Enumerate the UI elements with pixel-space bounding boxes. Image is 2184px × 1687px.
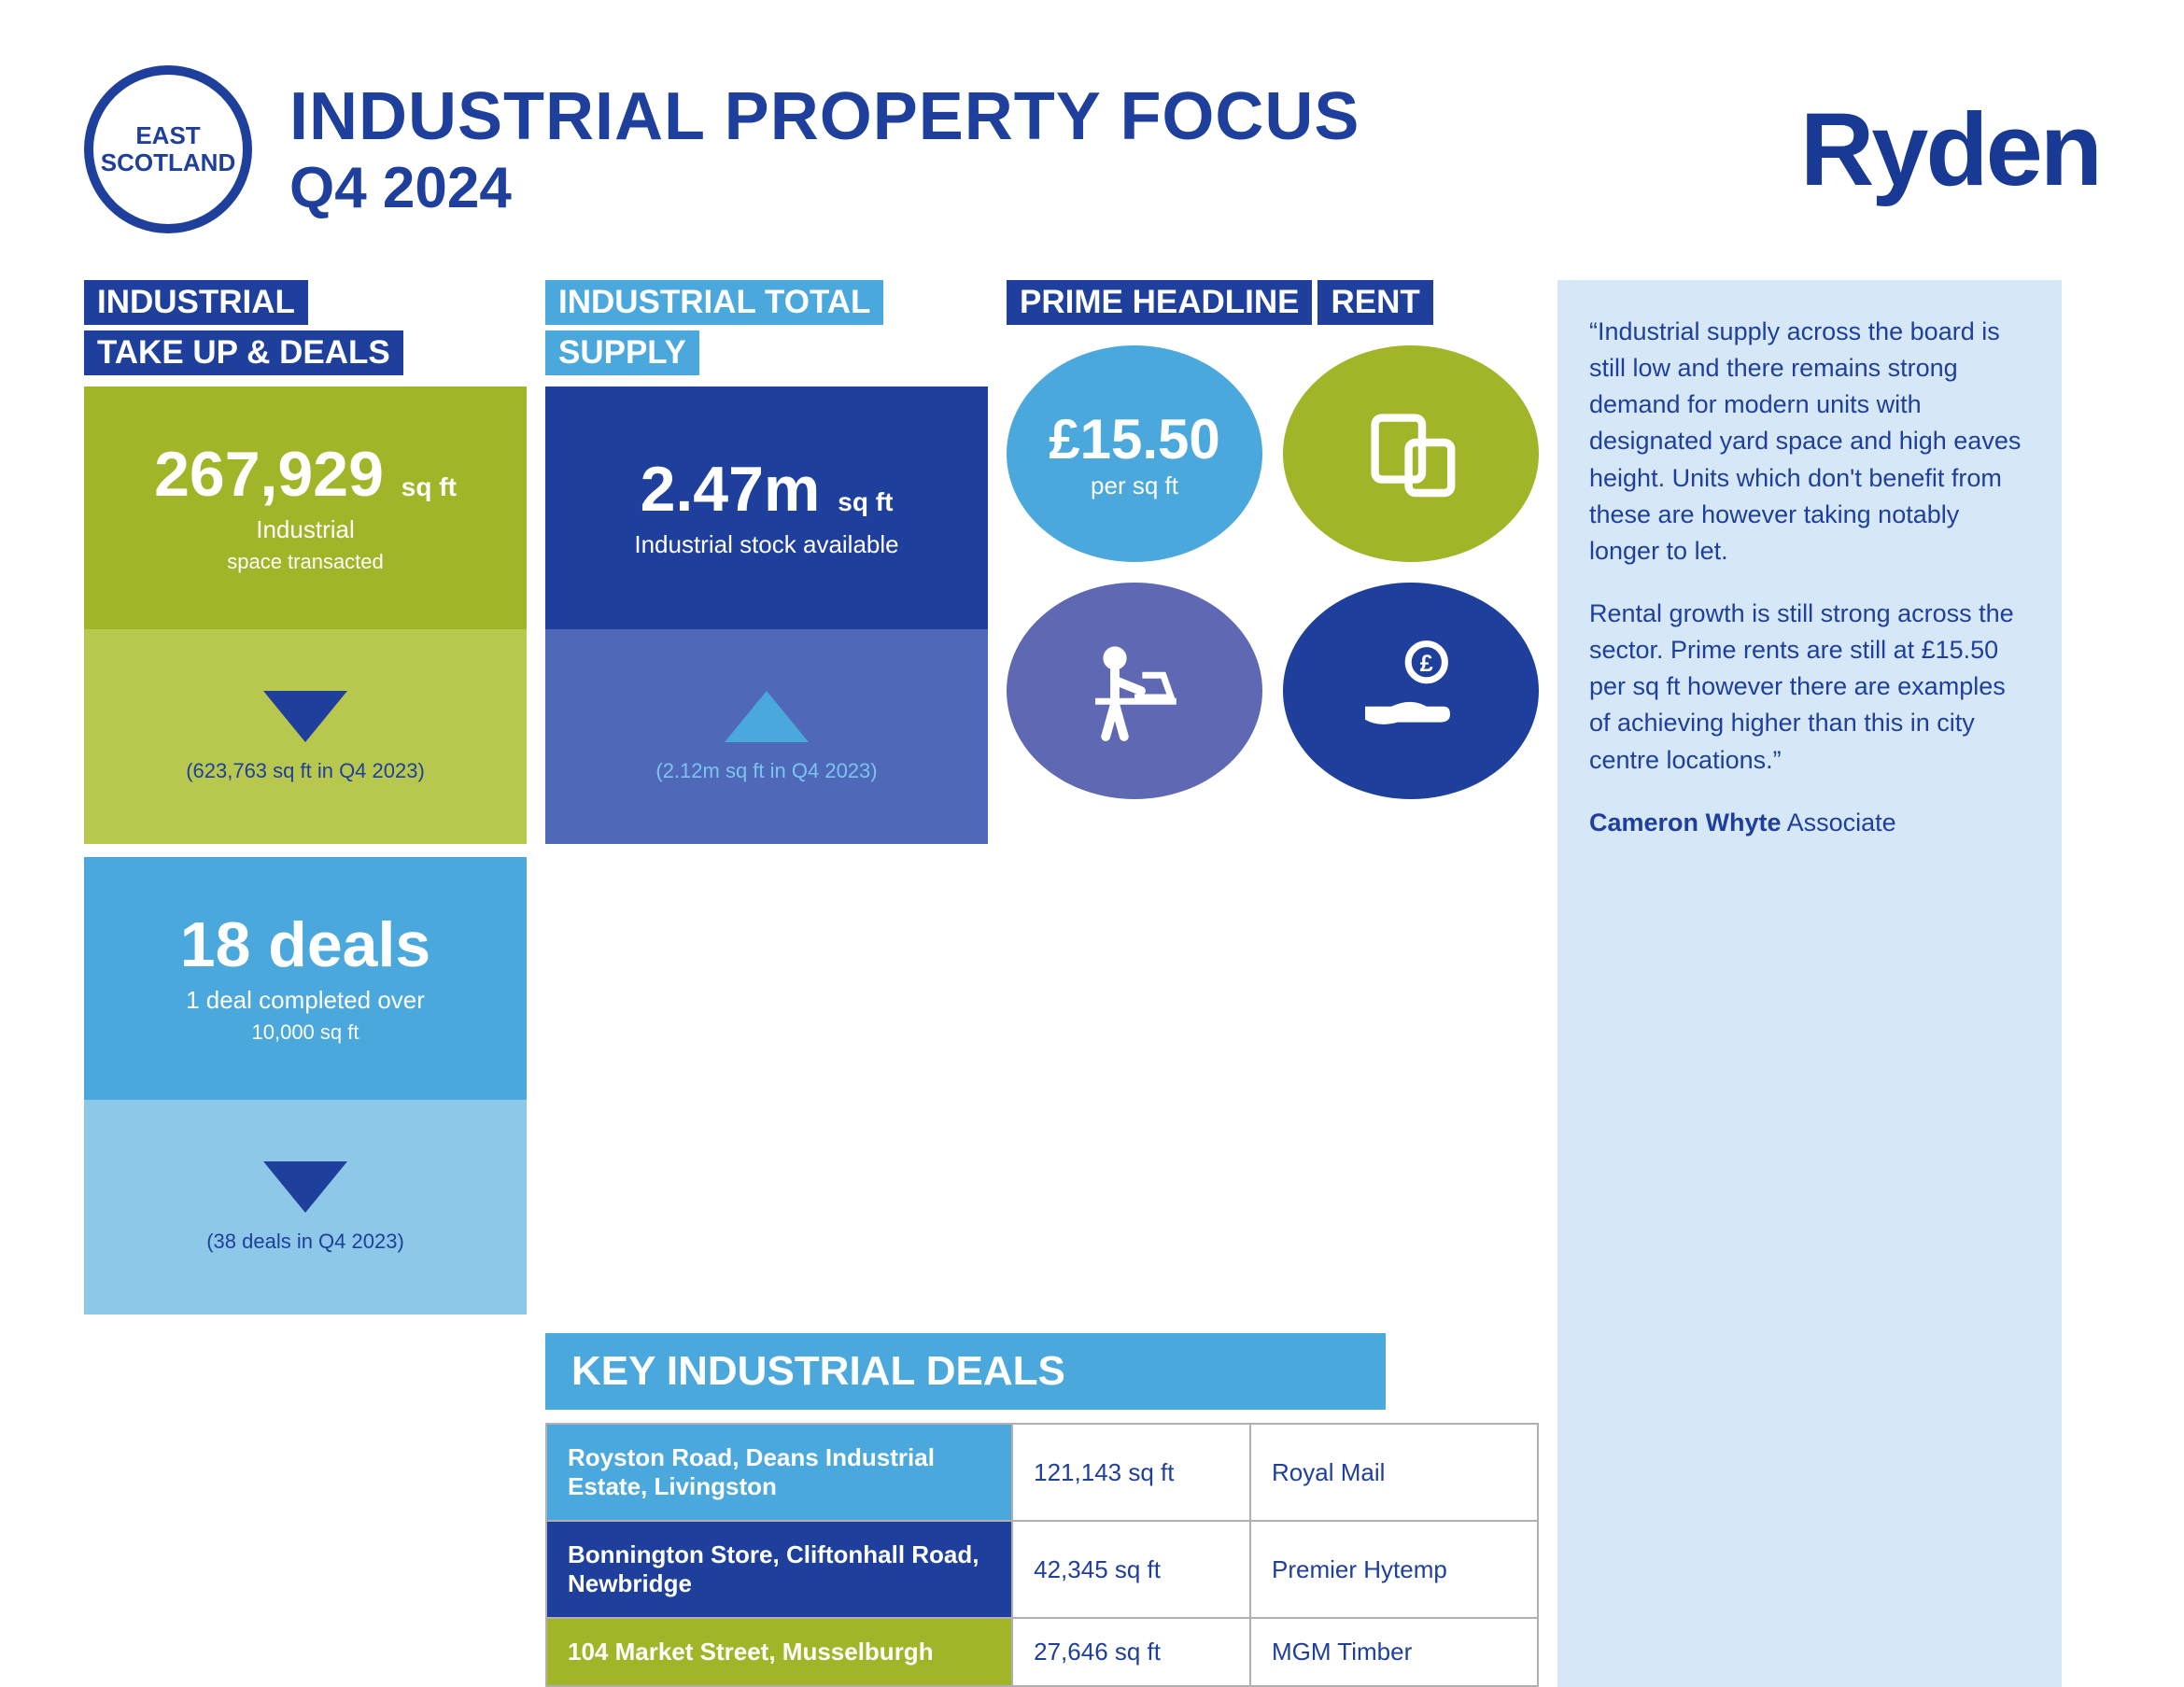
- deals-desc2: 10,000 sq ft: [252, 1020, 359, 1045]
- buildings-circle: [1283, 345, 1539, 562]
- supply-value: 2.47m: [641, 454, 821, 525]
- rent-heading: PRIME HEADLINE RENT: [1007, 280, 1539, 325]
- takeup-desc2: space transacted: [227, 550, 384, 574]
- takeup-trend-tile: (623,763 sq ft in Q4 2023): [84, 629, 527, 844]
- quote-box: “Industrial supply across the board is s…: [1557, 280, 2062, 1687]
- rent-circles: £15.50 per sq ft £: [1007, 336, 1539, 808]
- supply-label2: SUPPLY: [545, 330, 699, 375]
- supply-label1: INDUSTRIAL TOTAL: [545, 280, 883, 325]
- key-deals-table: Royston Road, Deans Industrial Estate, L…: [545, 1423, 1539, 1687]
- col-takeup: INDUSTRIAL TAKE UP & DEALS 267,929 sq ft…: [84, 280, 527, 1314]
- key-deals-header: KEY INDUSTRIAL DEALS: [545, 1333, 1386, 1410]
- region-badge: EAST SCOTLAND: [84, 65, 252, 233]
- hand-coin-icon: £: [1346, 626, 1476, 756]
- takeup-unit: sq ft: [402, 472, 457, 501]
- deal-tenant: MGM Timber: [1250, 1618, 1538, 1686]
- page-title: INDUSTRIAL PROPERTY FOCUS: [289, 78, 1763, 155]
- supply-compare: (2.12m sq ft in Q4 2023): [655, 759, 877, 783]
- arrow-down-icon: [263, 691, 347, 742]
- quote-attribution: Cameron Whyte Associate: [1589, 805, 2030, 841]
- deals-compare: (38 deals in Q4 2023): [206, 1230, 404, 1254]
- desk-circle: [1007, 583, 1262, 799]
- deals-trend-tile: (38 deals in Q4 2023): [84, 1100, 527, 1314]
- region-line1: EAST: [135, 122, 200, 149]
- svg-text:£: £: [1420, 651, 1433, 677]
- deal-size: 121,143 sq ft: [1012, 1424, 1250, 1521]
- person-at-desk-icon: [1069, 626, 1200, 756]
- page-period: Q4 2024: [289, 155, 1763, 221]
- takeup-label1: INDUSTRIAL: [84, 280, 308, 325]
- table-row: Bonnington Store, Cliftonhall Road, Newb…: [546, 1521, 1538, 1618]
- supply-unit: sq ft: [838, 487, 893, 516]
- arrow-down-icon: [263, 1161, 347, 1213]
- takeup-desc1: Industrial: [256, 515, 355, 544]
- money-circle: £: [1283, 583, 1539, 799]
- takeup-tile: 267,929 sq ft Industrial space transacte…: [84, 387, 527, 629]
- supply-value-wrap: 2.47m sq ft: [641, 457, 894, 521]
- quote-author: Cameron Whyte: [1589, 808, 1782, 836]
- takeup-value: 267,929: [154, 439, 384, 510]
- supply-heading: INDUSTRIAL TOTAL SUPPLY: [545, 280, 988, 375]
- key-deals-section: KEY INDUSTRIAL DEALS Royston Road, Deans…: [545, 1333, 1539, 1687]
- quote-role: Associate: [1787, 808, 1896, 836]
- deal-size: 42,345 sq ft: [1012, 1521, 1250, 1618]
- takeup-heading: INDUSTRIAL TAKE UP & DEALS: [84, 280, 527, 375]
- region-line2: SCOTLAND: [101, 149, 235, 176]
- main-grid: INDUSTRIAL TAKE UP & DEALS 267,929 sq ft…: [84, 280, 2100, 1687]
- takeup-label2: TAKE UP & DEALS: [84, 330, 403, 375]
- rent-value: £15.50: [1049, 407, 1220, 471]
- takeup-value-wrap: 267,929 sq ft: [154, 443, 457, 506]
- supply-tile: 2.47m sq ft Industrial stock available: [545, 387, 988, 629]
- supply-desc: Industrial stock available: [634, 530, 898, 559]
- quote-p2: Rental growth is still strong across the…: [1589, 596, 2030, 779]
- deals-value: 18 deals: [180, 913, 430, 977]
- rent-label1: PRIME HEADLINE: [1007, 280, 1312, 325]
- deal-location: 104 Market Street, Musselburgh: [546, 1618, 1012, 1686]
- table-row: 104 Market Street, Musselburgh27,646 sq …: [546, 1618, 1538, 1686]
- deal-tenant: Premier Hytemp: [1250, 1521, 1538, 1618]
- supply-trend-tile: (2.12m sq ft in Q4 2023): [545, 629, 988, 844]
- header: EAST SCOTLAND INDUSTRIAL PROPERTY FOCUS …: [84, 65, 2100, 233]
- rent-value-circle: £15.50 per sq ft: [1007, 345, 1262, 562]
- quote-p1: “Industrial supply across the board is s…: [1589, 314, 2030, 569]
- table-row: Royston Road, Deans Industrial Estate, L…: [546, 1424, 1538, 1521]
- rent-unit: per sq ft: [1091, 471, 1178, 500]
- col-rent: PRIME HEADLINE RENT £15.50 per sq ft: [1007, 280, 1539, 1314]
- brand-logo: Ryden: [1800, 91, 2100, 209]
- deal-location: Royston Road, Deans Industrial Estate, L…: [546, 1424, 1012, 1521]
- col-supply: INDUSTRIAL TOTAL SUPPLY 2.47m sq ft Indu…: [545, 280, 988, 1314]
- deals-tile: 18 deals 1 deal completed over 10,000 sq…: [84, 857, 527, 1100]
- buildings-icon: [1355, 398, 1467, 510]
- rent-label2: RENT: [1317, 280, 1432, 325]
- arrow-up-icon: [725, 691, 809, 742]
- deal-location: Bonnington Store, Cliftonhall Road, Newb…: [546, 1521, 1012, 1618]
- takeup-compare: (623,763 sq ft in Q4 2023): [186, 759, 425, 783]
- title-block: INDUSTRIAL PROPERTY FOCUS Q4 2024: [289, 78, 1763, 221]
- deal-size: 27,646 sq ft: [1012, 1618, 1250, 1686]
- deals-desc1: 1 deal completed over: [186, 986, 425, 1015]
- deal-tenant: Royal Mail: [1250, 1424, 1538, 1521]
